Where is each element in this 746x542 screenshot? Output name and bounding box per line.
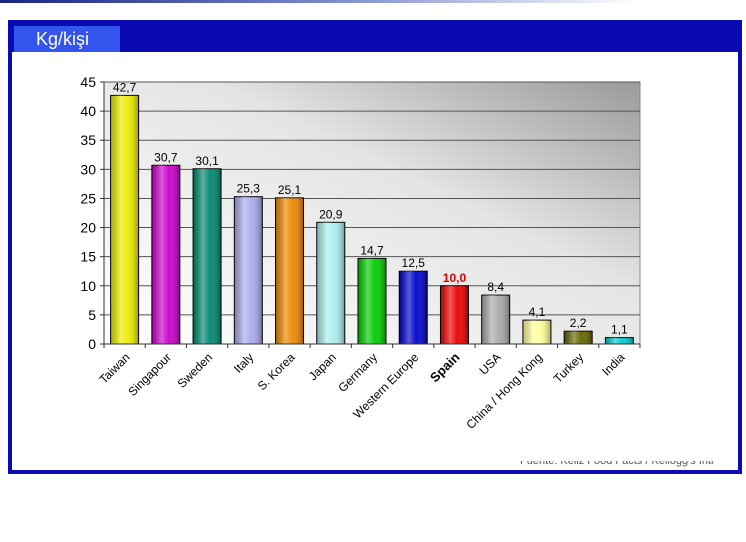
data-label: 30,1 xyxy=(195,154,219,168)
y-tick-label: 45 xyxy=(80,74,96,90)
y-tick-label: 30 xyxy=(80,161,96,177)
x-tick-label: Singapour xyxy=(125,350,174,399)
data-label: 4,1 xyxy=(529,305,546,319)
y-tick-label: 25 xyxy=(80,190,96,206)
y-tick-label: 0 xyxy=(88,336,96,352)
x-tick-label: China / Hong Kong xyxy=(463,350,545,432)
data-label: 8,4 xyxy=(487,280,504,294)
x-tick-label: S. Korea xyxy=(255,350,298,393)
y-tick-label: 20 xyxy=(80,220,96,236)
data-label: 1,1 xyxy=(611,323,628,337)
bar-group: 2,2 xyxy=(563,316,593,345)
bar-group: 20,9 xyxy=(316,207,346,345)
x-tick-label: Japan xyxy=(306,350,339,383)
y-axis: 0 5 10 15 20 25 30 35 40 45 xyxy=(80,74,105,352)
x-tick-label: Taiwan xyxy=(96,350,132,386)
bar-shading xyxy=(275,197,304,344)
x-tick-label: Sweden xyxy=(175,350,216,391)
bar-shading xyxy=(440,285,469,344)
bar-shading xyxy=(110,95,139,344)
bar-shading xyxy=(193,168,222,344)
bar-shading xyxy=(522,320,551,344)
bar-group: 14,7 xyxy=(357,243,387,345)
x-tick-label: Spain xyxy=(427,349,463,385)
x-tick-label: Turkey xyxy=(551,350,587,386)
bar-shading xyxy=(151,165,180,344)
top-accent-line xyxy=(0,0,640,3)
x-tick-label: USA xyxy=(476,350,503,377)
data-label: 14,7 xyxy=(360,243,384,257)
bar-group: 12,5 xyxy=(398,256,428,345)
bar-shading xyxy=(234,196,263,344)
bar-shading xyxy=(481,295,510,344)
bar-shading xyxy=(358,258,386,344)
y-tick-label: 5 xyxy=(88,307,96,323)
bar-group: 25,1 xyxy=(275,183,305,345)
bars: 42,7 30,7 30,1 25,3 25,1 20,9 14,7 12,5 10,0 8,4 4… xyxy=(110,80,634,345)
footnote: Fuente: Kellz Food Facts / Kellogg's Int… xyxy=(520,455,714,467)
bar-group: 42,7 xyxy=(110,80,140,345)
x-tick-label: Italy xyxy=(231,350,256,375)
data-label: 10,0 xyxy=(443,271,467,285)
data-label: 25,1 xyxy=(278,183,302,197)
data-label: 20,9 xyxy=(319,207,343,221)
data-label: 30,7 xyxy=(154,150,178,164)
data-label: 2,2 xyxy=(570,316,587,330)
bar-group: 8,4 xyxy=(481,280,511,345)
bar-shading xyxy=(399,271,428,344)
header-bar: Kg/kişi xyxy=(12,24,738,52)
data-label: 42,7 xyxy=(113,80,137,94)
bar-group: 10,0 xyxy=(439,271,469,345)
bar-shading xyxy=(605,337,634,344)
bar-group: 30,7 xyxy=(151,150,181,345)
bar-group: 30,1 xyxy=(192,154,222,345)
bar-group: 25,3 xyxy=(233,182,263,345)
y-tick-label: 10 xyxy=(80,278,96,294)
y-tick-label: 15 xyxy=(80,249,96,265)
y-tick-label: 40 xyxy=(80,103,96,119)
bar-group: 4,1 xyxy=(522,305,552,345)
data-label: 12,5 xyxy=(402,256,426,270)
bar-shading xyxy=(316,222,345,344)
bar-shading xyxy=(564,331,593,344)
page-title: Kg/kişi xyxy=(14,26,120,52)
x-tick-label: India xyxy=(599,350,628,379)
y-tick-label: 35 xyxy=(80,132,96,148)
data-label: 25,3 xyxy=(237,182,261,196)
